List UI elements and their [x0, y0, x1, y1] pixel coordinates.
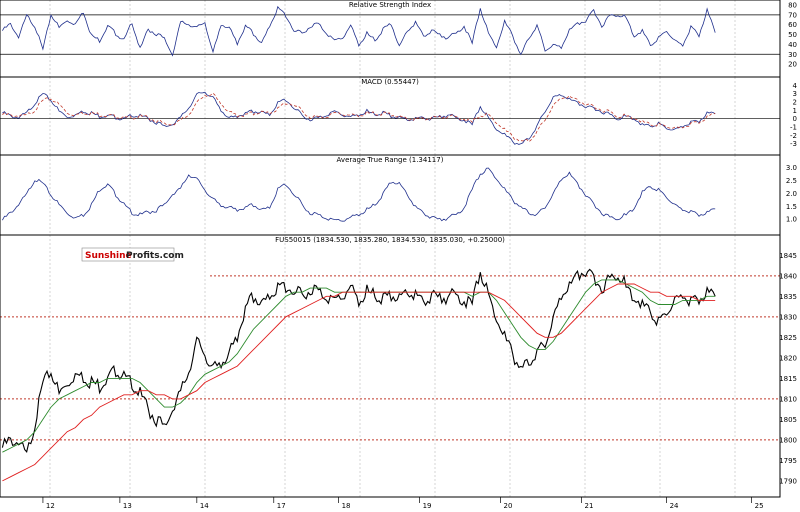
rsi-ytick: 70	[788, 11, 797, 19]
xtick-label-18: 18	[342, 502, 351, 510]
macd-series-0	[2, 91, 716, 145]
macd-ytick: -1	[790, 124, 797, 132]
macd-ytick: 2	[793, 99, 797, 107]
price-title: FUS50015 (1834.530, 1835.280, 1834.530, …	[275, 236, 505, 244]
xtick-label-13: 13	[123, 502, 132, 510]
xtick-label-12: 12	[46, 502, 55, 510]
logo-word-1: Sunshine	[85, 251, 132, 261]
rsi-ytick: 20	[788, 61, 797, 69]
price-ytick: 1840	[779, 272, 797, 280]
xtick-label-20: 20	[504, 502, 513, 510]
price-ytick: 1835	[779, 293, 797, 301]
atr-panel: 1.0 1.5 2.0 2.5 3.0 Average True Range (1.341…	[0, 154, 797, 236]
rsi-ytick: 60	[788, 21, 797, 29]
atr-title: Average True Range (1.34117)	[337, 156, 444, 164]
macd-ytick: -2	[790, 132, 797, 140]
price-panel: 1790 1795 1800 1805 1810 1815 1820 1825 1830 1835…	[0, 234, 797, 498]
macd-ytick: 0	[793, 115, 797, 123]
atr-frame	[0, 154, 781, 236]
price-ytick: 1800	[779, 436, 797, 444]
price-ytick: 1820	[779, 354, 797, 362]
atr-series-0	[2, 167, 716, 222]
rsi-frame	[0, 0, 781, 78]
xtick-label-24: 24	[670, 502, 679, 510]
price-ytick: 1815	[779, 375, 797, 383]
rsi-ytick: 50	[788, 31, 797, 39]
rsi-ytick: 80	[788, 2, 797, 10]
xtick-label-14: 14	[200, 502, 209, 510]
logo-box	[81, 247, 175, 262]
price-series-price	[1, 268, 716, 453]
price-ytick: 1795	[779, 457, 797, 465]
xtick-label-19: 19	[423, 502, 432, 510]
rsi-series-0	[2, 5, 716, 57]
atr-ytick: 2.0	[786, 190, 797, 198]
xtick-label-17: 17	[277, 502, 286, 510]
price-ytick: 1810	[779, 395, 797, 403]
price-ytick: 1845	[779, 252, 797, 260]
macd-ytick: 1	[793, 107, 797, 115]
atr-ytick: 1.5	[786, 203, 797, 211]
macd-ytick: 3	[793, 90, 797, 98]
rsi-title: Relative Strength Index	[349, 1, 431, 9]
price-ytick: 1830	[779, 313, 797, 321]
price-ytick: 1825	[779, 334, 797, 342]
rsi-ytick: 40	[788, 41, 797, 49]
logo-word-2: Profits.com	[126, 251, 184, 261]
macd-series-1	[2, 92, 716, 143]
rsi-ytick: 30	[788, 51, 797, 59]
xtick-label-21: 21	[585, 502, 594, 510]
price-frame	[0, 234, 781, 498]
macd-ytick: -3	[790, 140, 797, 148]
macd-ytick: 4	[793, 82, 798, 90]
xtick-label-25: 25	[755, 502, 764, 510]
price-ytick: 1805	[779, 416, 797, 424]
macd-title: MACD (0.55447)	[361, 78, 419, 86]
atr-ytick: 1.0	[786, 216, 797, 224]
atr-ytick: 2.5	[786, 177, 797, 185]
atr-ytick: 3.0	[786, 164, 797, 172]
price-ytick: 1790	[779, 477, 797, 485]
price-series-ma-long	[2, 283, 716, 482]
